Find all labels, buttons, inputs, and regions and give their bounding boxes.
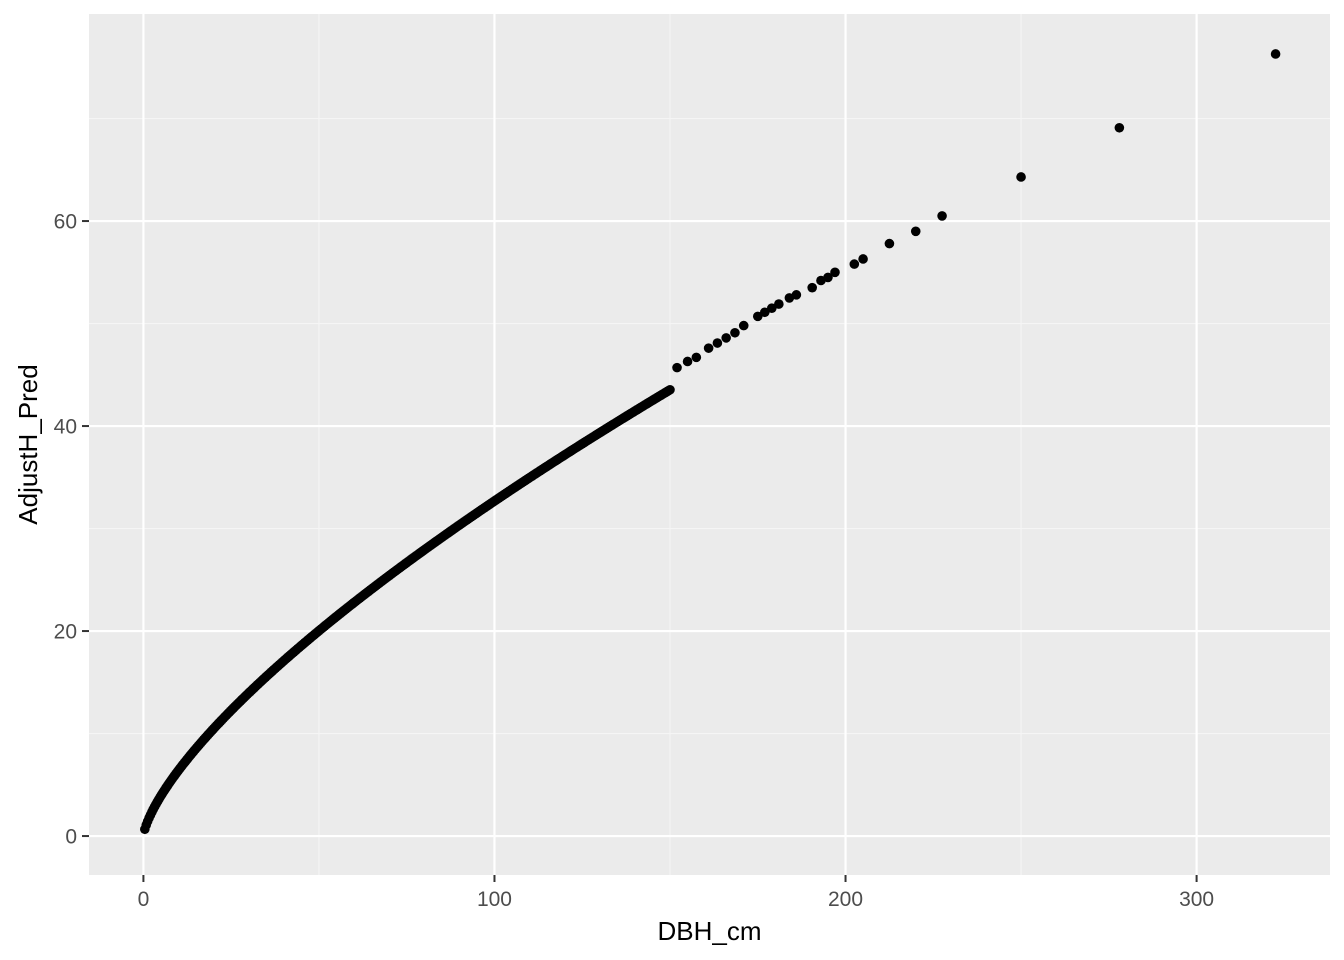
data-point — [1270, 49, 1281, 59]
y-tick-label: 20 — [54, 621, 77, 644]
data-point — [937, 211, 947, 221]
data-point — [730, 327, 740, 338]
data-point — [858, 254, 868, 264]
major-gridlines — [89, 14, 1330, 875]
data-point — [672, 362, 682, 373]
minor-gridlines — [89, 14, 1330, 875]
x-tick-label: 0 — [138, 888, 150, 911]
data-point — [767, 303, 777, 313]
data-point — [1114, 122, 1125, 133]
y-tick-label: 40 — [54, 416, 77, 439]
data-point — [791, 290, 802, 300]
data-point — [738, 320, 749, 331]
data-point — [1016, 172, 1026, 182]
data-point — [752, 311, 763, 322]
x-tick-label: 300 — [1179, 888, 1214, 911]
data-point — [665, 384, 675, 395]
data-point — [682, 356, 693, 367]
data-points — [140, 49, 1281, 835]
data-point — [759, 307, 770, 318]
data-point — [849, 259, 860, 269]
x-tick-label: 100 — [477, 888, 512, 911]
x-tick-label: 200 — [828, 888, 863, 911]
data-point — [823, 272, 833, 283]
data-point — [807, 282, 817, 293]
data-point — [721, 333, 731, 343]
data-point — [712, 338, 723, 348]
x-axis: 0 100 200 300 — [138, 875, 1214, 911]
data-point — [910, 226, 921, 237]
y-axis-title: AdjustH_Pred — [13, 364, 43, 524]
y-tick-label: 0 — [65, 826, 77, 849]
y-axis: 0 20 40 60 — [54, 211, 89, 849]
plot-panel — [89, 14, 1330, 875]
data-point — [830, 267, 840, 278]
data-point — [774, 299, 784, 309]
data-point — [884, 238, 895, 249]
data-point — [691, 352, 702, 363]
data-point — [703, 343, 714, 353]
x-axis-title: DBH_cm — [657, 916, 761, 946]
y-tick-label: 60 — [54, 211, 77, 234]
